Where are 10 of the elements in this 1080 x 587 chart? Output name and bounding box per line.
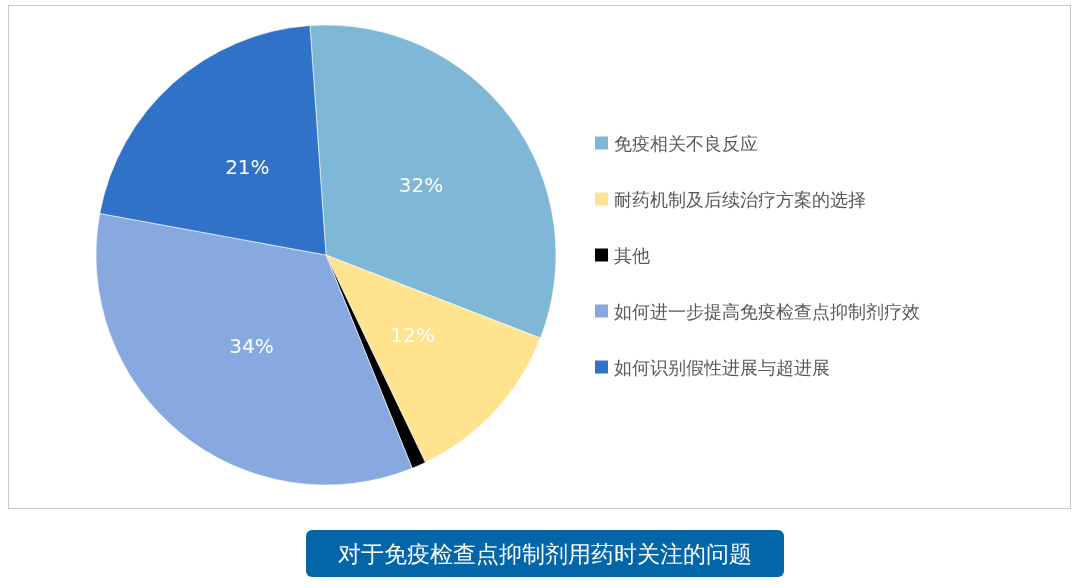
legend-label: 其他	[614, 244, 650, 266]
data-label: 21%	[225, 155, 270, 180]
text: 对于免疫检查点抑制剂用药时关注的问题	[338, 540, 752, 567]
data-label: 34%	[229, 334, 274, 359]
legend-label: 耐药机制及后续治疗方案的选择	[614, 188, 866, 210]
legend-label: 免疫相关不良反应	[614, 132, 758, 154]
legend-label: 如何进一步提高免疫检查点抑制剂疗效	[614, 300, 920, 322]
data-label: 12%	[390, 323, 435, 348]
legend-label: 如何识别假性进展与超进展	[614, 356, 830, 378]
data-label: 32%	[398, 172, 444, 197]
